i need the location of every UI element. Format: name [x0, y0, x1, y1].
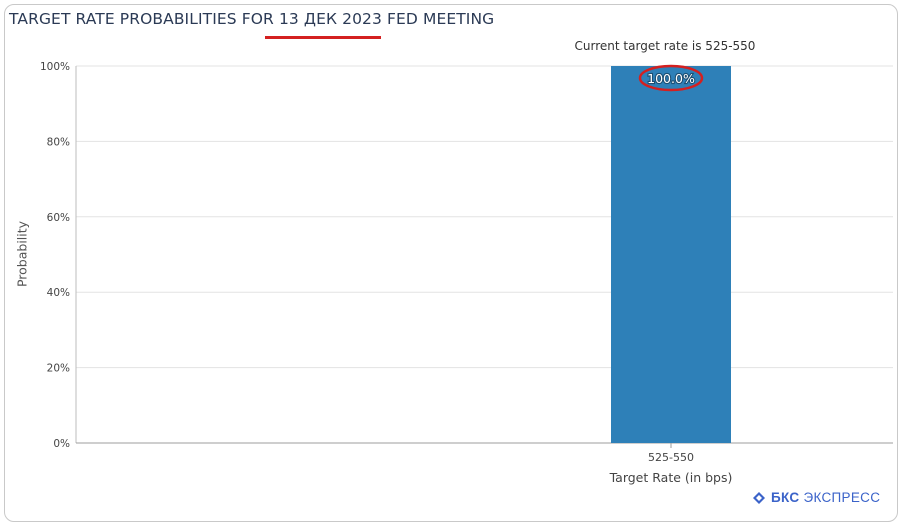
bks-logo-icon [753, 491, 765, 504]
brand-name: БКС ЭКСПРЕСС [771, 490, 880, 505]
y-axis-label: Probability [14, 220, 30, 288]
highlight-ellipse [638, 64, 704, 92]
brand-name-bold: БКС [771, 490, 800, 505]
y-tick-label: 20% [47, 363, 70, 375]
x-axis-label: Target Rate (in bps) [609, 470, 733, 485]
bar [611, 66, 731, 443]
chart-subtitle: Current target rate is 525-550 [574, 39, 756, 53]
bar-data-label: 100.0% [647, 71, 695, 86]
y-tick-label: 0% [53, 438, 70, 450]
brand-watermark: БКС ЭКСПРЕСС [752, 490, 880, 505]
y-tick-label: 40% [47, 287, 70, 299]
chart-card [4, 4, 898, 522]
y-tick-label: 60% [47, 212, 70, 224]
y-tick-label: 80% [47, 136, 70, 148]
x-tick-label: 525-550 [648, 451, 694, 464]
chart-title: TARGET RATE PROBABILITIES FOR 13 ДЕК 202… [9, 10, 495, 28]
brand-name-rest: ЭКСПРЕСС [803, 490, 881, 505]
y-tick-label: 100% [40, 61, 70, 73]
date-highlight-underline [265, 36, 381, 39]
